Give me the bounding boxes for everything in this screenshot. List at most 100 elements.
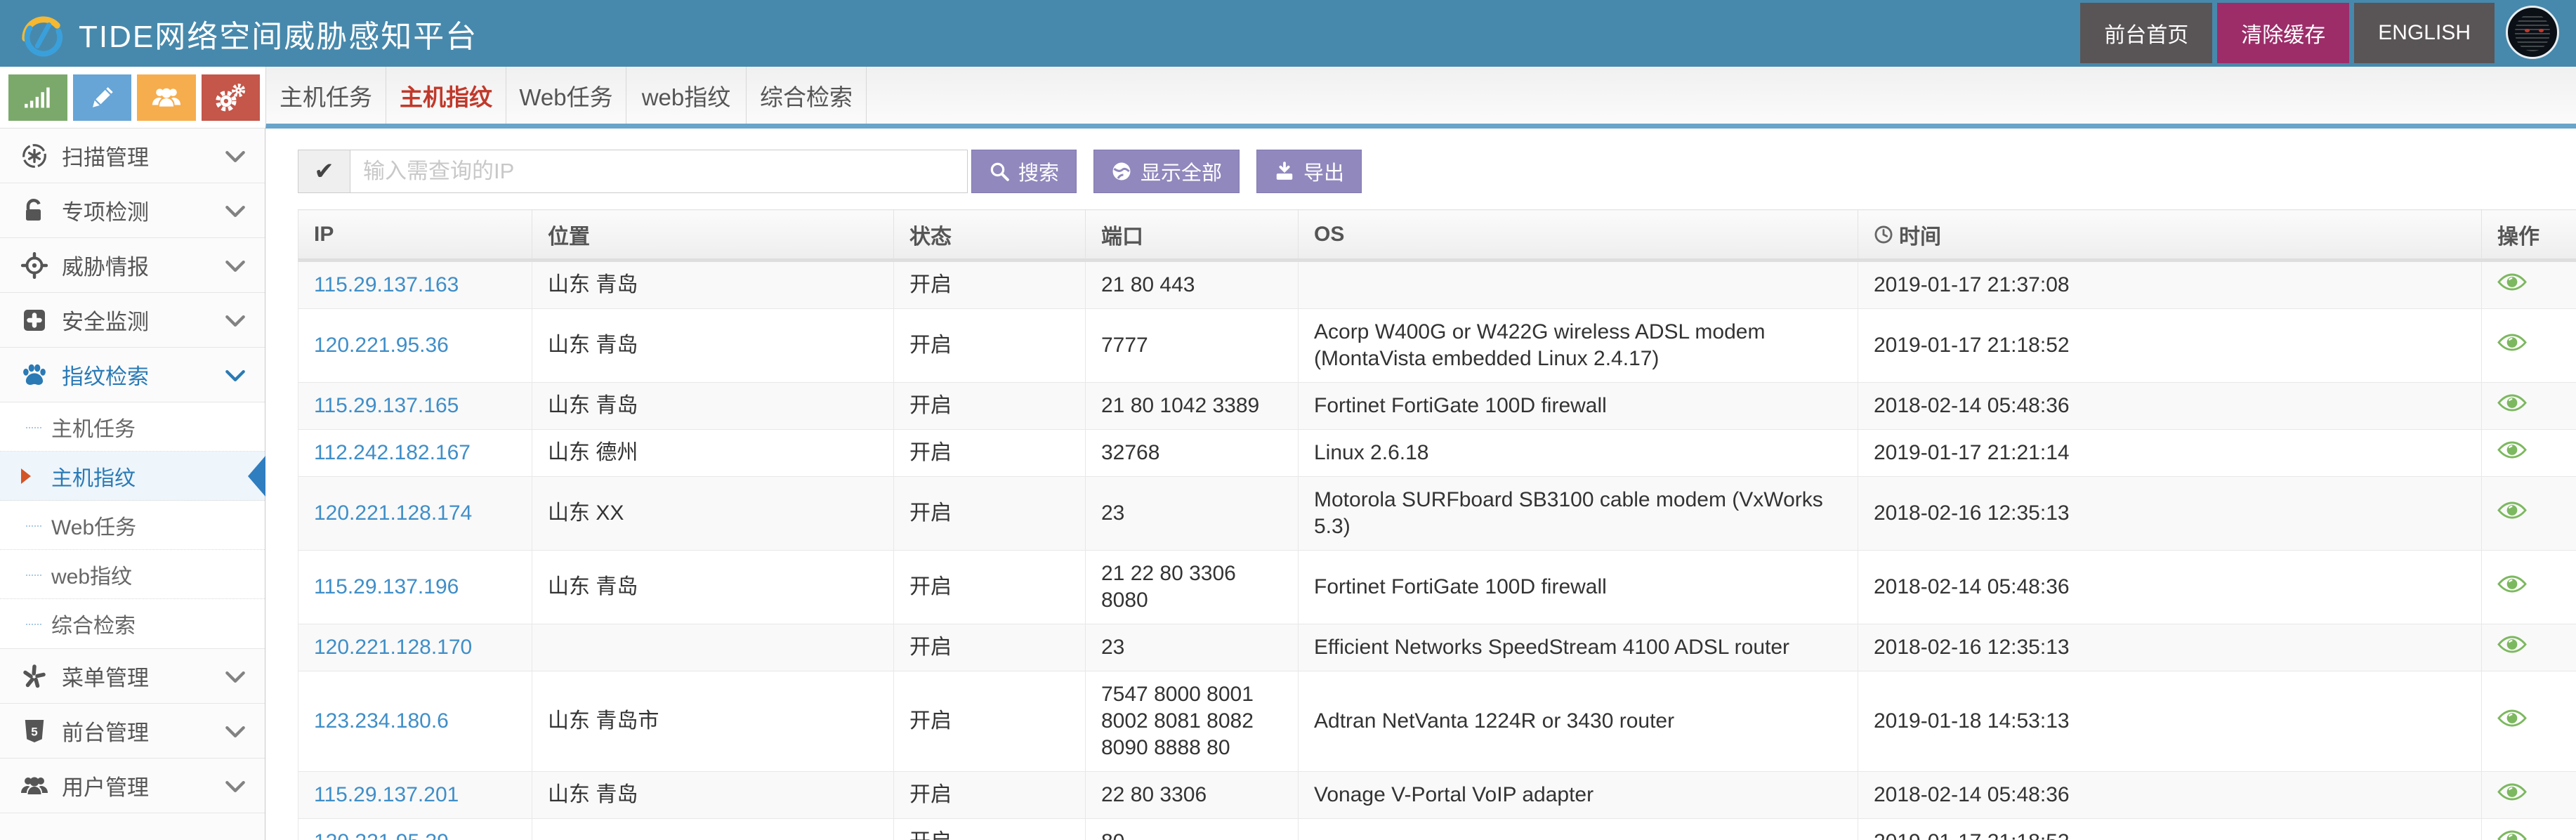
sidebar-item-fingerprint-search[interactable]: 指纹检索 — [0, 348, 265, 402]
os-cell: Efficient Networks SpeedStream 4100 ADSL… — [1298, 624, 1858, 671]
user-avatar[interactable] — [2506, 6, 2559, 59]
os-cell: Motorola SURFboard SB3100 cable modem (V… — [1298, 476, 1858, 551]
tab-host-fingerprint[interactable]: 主机指纹 — [386, 67, 506, 124]
table-row: 120.221.95.36 山东 青岛 开启 7777 Acorp W400G … — [298, 308, 2576, 383]
sidebar-item-label: 前台管理 — [62, 721, 149, 745]
sidebar-subitem-label: Web任务 — [51, 516, 137, 539]
sidebar-item-security-monitor[interactable]: 安全监测 — [0, 293, 265, 348]
download-icon — [1274, 161, 1295, 182]
ip-link[interactable]: 112.242.182.167 — [314, 441, 471, 464]
os-cell — [1298, 818, 1858, 840]
sidebar-item-menu-management[interactable]: 菜单管理 — [0, 649, 265, 704]
sidebar-item-label: 指纹检索 — [62, 365, 149, 389]
chevron-down-icon — [225, 664, 245, 689]
tab-combined-search[interactable]: 综合检索 — [747, 67, 867, 124]
ports-cell: 23 — [1085, 624, 1299, 671]
settings-button[interactable] — [201, 74, 260, 121]
table-row: 120.221.95.39 开启 80 2019-01-17 21:18:52 — [298, 818, 2576, 840]
ip-link[interactable]: 120.221.128.174 — [314, 501, 473, 525]
sidebar-subitem-host-fingerprint[interactable]: 主机指纹 — [0, 452, 265, 501]
time-cell: 2018-02-14 05:48:36 — [1858, 771, 2482, 819]
ports-cell: 80 — [1085, 818, 1299, 840]
table-row: 123.234.180.6 山东 青岛市 开启 7547 8000 8001 8… — [298, 671, 2576, 772]
location-cell: 山东 青岛 — [532, 260, 894, 309]
view-detail-eye-icon[interactable] — [2497, 782, 2527, 801]
location-cell: 山东 青岛 — [532, 550, 894, 624]
status-cell: 开启 — [893, 308, 1086, 383]
sidebar-subitem-label: 主机任务 — [51, 417, 136, 441]
asterisk-splat-icon — [20, 663, 49, 690]
scan-icon — [20, 143, 49, 169]
plus-square-icon — [20, 308, 49, 333]
frontend-home-button[interactable]: 前台首页 — [2080, 3, 2213, 63]
export-button[interactable]: 导出 — [1256, 150, 1362, 193]
table-row: 112.242.182.167 山东 德州 开启 32768 Linux 2.6… — [298, 429, 2576, 477]
sidebar-item-threat-intel[interactable]: 威胁情报 — [0, 238, 265, 293]
sidebar-item-label: 扫描管理 — [62, 145, 149, 170]
edit-button[interactable] — [72, 74, 131, 121]
ports-cell: 22 80 3306 — [1085, 771, 1299, 819]
status-cell: 开启 — [893, 476, 1086, 551]
users-button[interactable] — [137, 74, 196, 121]
view-detail-eye-icon[interactable] — [2497, 501, 2527, 520]
location-cell: 山东 青岛 — [532, 771, 894, 819]
table-row: 115.29.137.163 山东 青岛 开启 21 80 443 2019-0… — [298, 260, 2576, 309]
ip-link[interactable]: 115.29.137.201 — [314, 783, 459, 806]
location-cell: 山东 青岛 — [532, 382, 894, 430]
table-row: 115.29.137.201 山东 青岛 开启 22 80 3306 Vonag… — [298, 771, 2576, 819]
view-detail-eye-icon[interactable] — [2497, 829, 2527, 840]
paw-icon — [20, 362, 49, 388]
show-all-button[interactable]: 显示全部 — [1093, 150, 1240, 193]
col-header-time: 时间 — [1858, 209, 2482, 262]
globe-icon — [1111, 161, 1132, 182]
tab-host-task[interactable]: 主机任务 — [266, 67, 386, 124]
sidebar-item-special-detection[interactable]: 专项检测 — [0, 183, 265, 238]
sidebar-item-frontend-management[interactable]: 5 前台管理 — [0, 704, 265, 759]
tab-web-fingerprint[interactable]: web指纹 — [626, 67, 747, 124]
os-cell: Linux 2.6.18 — [1298, 429, 1858, 477]
ip-link[interactable]: 115.29.137.196 — [314, 575, 459, 598]
ip-link[interactable]: 120.221.95.36 — [314, 334, 449, 357]
view-detail-eye-icon[interactable] — [2497, 575, 2527, 593]
search-type-toggle[interactable]: ✔ — [298, 150, 350, 193]
ports-cell: 7777 — [1085, 308, 1299, 383]
sidebar-subitem-web-task[interactable]: Web任务 — [0, 501, 265, 550]
ip-link[interactable]: 115.29.137.165 — [314, 394, 459, 417]
location-cell — [532, 624, 894, 671]
status-cell: 开启 — [893, 771, 1086, 819]
ports-cell: 21 80 443 — [1085, 260, 1299, 309]
view-detail-eye-icon[interactable] — [2497, 709, 2527, 728]
ports-cell: 32768 — [1085, 429, 1299, 477]
view-detail-eye-icon[interactable] — [2497, 393, 2527, 412]
ip-link[interactable]: 120.221.95.39 — [314, 830, 449, 840]
sidebar-item-scan-management[interactable]: 扫描管理 — [0, 129, 265, 183]
status-cell: 开启 — [893, 550, 1086, 624]
view-detail-eye-icon[interactable] — [2497, 440, 2527, 459]
chevron-down-icon — [225, 198, 245, 223]
os-cell: Vonage V-Portal VoIP adapter — [1298, 771, 1858, 819]
ip-link[interactable]: 115.29.137.163 — [314, 273, 459, 296]
english-button[interactable]: ENGLISH — [2354, 3, 2495, 63]
view-detail-eye-icon[interactable] — [2497, 635, 2527, 654]
tab-web-task[interactable]: Web任务 — [506, 67, 626, 124]
view-detail-eye-icon[interactable] — [2497, 333, 2527, 352]
ip-link[interactable]: 123.234.180.6 — [314, 709, 449, 733]
sidebar-subitem-combined-search[interactable]: 综合检索 — [0, 599, 265, 648]
header-nav: 前台首页 清除缓存 ENGLISH — [2075, 0, 2576, 67]
host-fingerprint-table: IP 位置 状态 端口 OS 时间 操作 — [298, 209, 2576, 840]
view-detail-eye-icon[interactable] — [2497, 273, 2527, 291]
clear-cache-button[interactable]: 清除缓存 — [2217, 3, 2350, 63]
col-header-status: 状态 — [893, 209, 1086, 262]
chevron-down-icon — [225, 362, 245, 388]
col-header-ip: IP — [298, 209, 532, 262]
svg-text:5: 5 — [31, 725, 37, 738]
ip-search-input[interactable] — [350, 150, 968, 193]
sidebar-item-user-management[interactable]: 用户管理 — [0, 759, 265, 813]
search-button[interactable]: 搜索 — [971, 150, 1077, 193]
ip-link[interactable]: 120.221.128.170 — [314, 636, 473, 659]
time-cell: 2018-02-16 12:35:13 — [1858, 624, 2482, 671]
bar-chart-button[interactable] — [8, 74, 67, 121]
location-cell — [532, 818, 894, 840]
sidebar-subitem-web-fingerprint[interactable]: web指纹 — [0, 550, 265, 599]
sidebar-subitem-host-task[interactable]: 主机任务 — [0, 402, 265, 452]
